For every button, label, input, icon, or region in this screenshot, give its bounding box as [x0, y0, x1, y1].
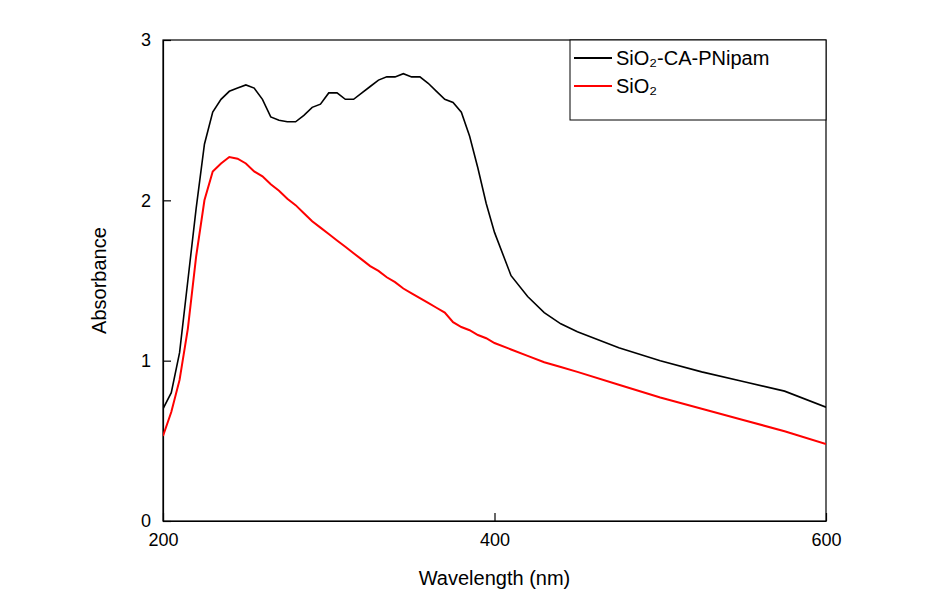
legend: SiO₂-CA-PNipam SiO₂ [570, 40, 826, 120]
tick-label: 200 [148, 530, 178, 550]
tick-label: 0 [141, 511, 151, 531]
tick: 3 [141, 30, 171, 50]
axis-line [164, 521, 827, 522]
series-line [163, 157, 826, 444]
axis-line [163, 41, 164, 522]
tick-mark [163, 521, 171, 522]
chart-svg: 200 400 600 0 1 2 3 SiO₂-CA-PNipam SiO₂ Wavelengt… [0, 0, 930, 597]
tick-mark [494, 513, 495, 521]
legend-label: SiO₂-CA-PNipam [616, 47, 769, 69]
tick-label: 3 [141, 30, 151, 50]
tick: 0 [141, 511, 171, 531]
tick: 2 [141, 191, 171, 211]
legend-swatch [574, 85, 612, 87]
plot: 200 400 600 0 1 2 3 SiO₂-CA-PNipam SiO₂ [141, 30, 842, 550]
series-group [163, 74, 826, 444]
plot-frame [163, 40, 826, 521]
tick-label: 2 [141, 191, 151, 211]
y-axis-title: Absorbance [88, 227, 110, 334]
tick-label: 600 [811, 530, 841, 550]
tick-mark [826, 513, 827, 521]
chart-container: 200 400 600 0 1 2 3 SiO₂-CA-PNipam SiO₂ Wavelengt… [0, 0, 930, 597]
tick-mark [163, 361, 171, 362]
legend-label: SiO₂ [616, 75, 657, 97]
legend-box [570, 40, 826, 120]
tick: 600 [811, 513, 841, 550]
tick-mark [163, 200, 171, 201]
x-axis-title: Wavelength (nm) [419, 567, 571, 589]
tick-label: 400 [480, 530, 510, 550]
tick: 1 [141, 351, 171, 371]
series-line [163, 74, 826, 409]
tick-label: 1 [141, 351, 151, 371]
legend-swatch [574, 57, 612, 59]
tick: 400 [480, 513, 510, 550]
x-axis: 200 400 600 [148, 513, 841, 550]
y-axis: 0 1 2 3 [141, 30, 171, 531]
tick-mark [163, 40, 171, 41]
